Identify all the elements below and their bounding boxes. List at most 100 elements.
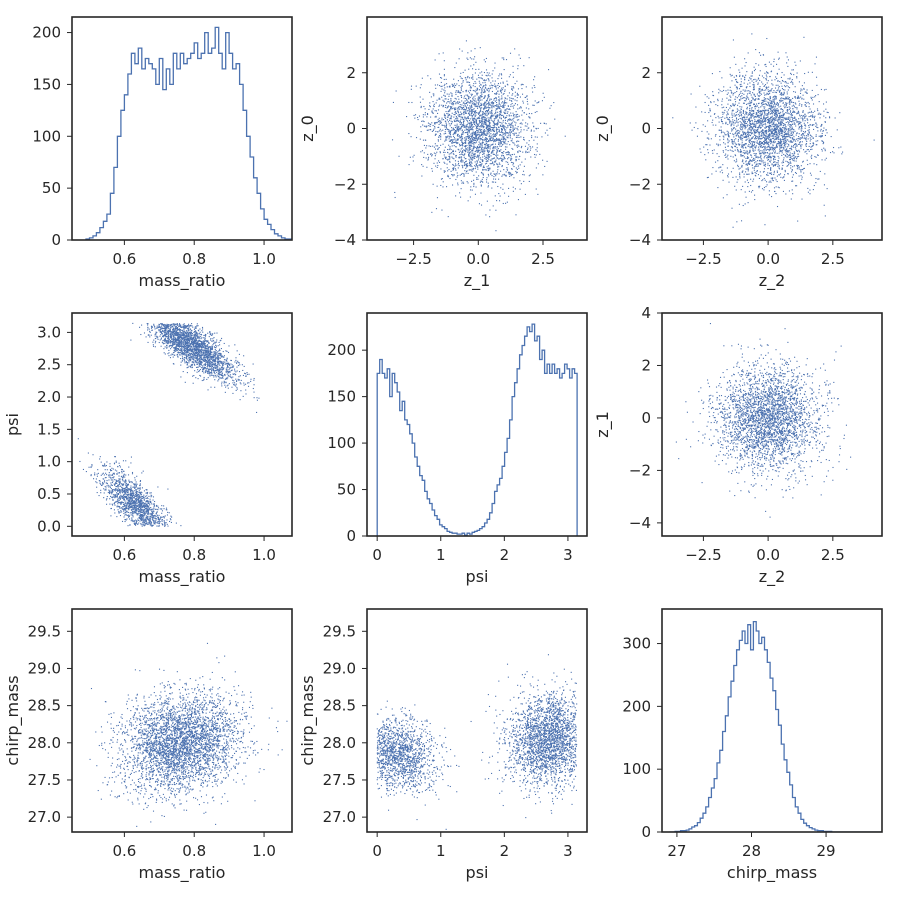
axes-frame: [71, 608, 293, 833]
axes-frame: [366, 312, 588, 537]
y-axis-label: psi: [3, 413, 22, 436]
y-tick-label: 28.5: [323, 697, 356, 715]
x-tick-label: 0.8: [182, 250, 206, 268]
x-axis-label: psi: [466, 863, 489, 882]
panel-p10: 0.6 0.8 1.0 0.0 0.5 1.0 1.5 2.0 2.5 3.0 mass_ratio…: [3, 312, 293, 587]
histogram-step-line: [85, 26, 292, 240]
y-tick-label: 300: [622, 635, 651, 653]
x-tick-label: 0.0: [466, 250, 490, 268]
y-tick-label: 4: [641, 304, 651, 322]
x-tick-label: 1.0: [252, 546, 276, 564]
x-tick-label: −2.5: [395, 250, 431, 268]
axes-frame: [71, 16, 293, 241]
x-tick-label: −2.5: [685, 546, 721, 564]
y-tick-label: 1.0: [37, 453, 61, 471]
x-tick-label: 28: [742, 842, 761, 860]
x-axis-label: mass_ratio: [139, 567, 226, 587]
y-tick-label: 100: [327, 434, 356, 452]
plot-area: [376, 654, 578, 830]
scatter-points-cluster-2: [77, 438, 182, 527]
scatter-points-cluster-1: [130, 322, 260, 413]
y-tick-label: 29.0: [28, 659, 61, 677]
y-tick-label: 3.0: [37, 323, 61, 341]
plot-area: [672, 33, 875, 228]
x-axis-label: mass_ratio: [139, 271, 226, 291]
y-tick-label: 29.5: [28, 622, 61, 640]
y-tick-label: 2.5: [37, 356, 61, 374]
x-tick-label: 0: [372, 546, 382, 564]
y-tick-label: 100: [32, 127, 61, 145]
x-axis-label: chirp_mass: [727, 863, 817, 883]
plot-area: [376, 323, 578, 536]
y-tick-label: 27.0: [28, 808, 61, 826]
x-axis-label: z_2: [759, 271, 786, 291]
x-tick-label: 2.5: [821, 250, 845, 268]
y-tick-label: −2: [629, 175, 651, 193]
y-tick-label: 0: [346, 527, 356, 545]
y-tick-label: 0: [641, 120, 651, 138]
scatter-points-cluster-1: [672, 33, 875, 228]
x-tick-label: 0.6: [112, 842, 136, 860]
y-tick-label: 0: [641, 823, 651, 841]
plot-area: [669, 620, 882, 832]
x-tick-label: 3: [563, 842, 573, 860]
y-tick-label: 150: [327, 388, 356, 406]
y-tick-label: −4: [629, 231, 651, 249]
x-tick-label: 0.8: [182, 842, 206, 860]
x-axis-label: z_1: [464, 271, 491, 291]
plot-area: [77, 322, 260, 527]
x-tick-label: 1.0: [252, 842, 276, 860]
x-tick-label: 2: [500, 546, 510, 564]
histogram-step-line: [376, 323, 578, 536]
y-tick-label: −4: [629, 514, 651, 532]
x-tick-label: 0.6: [112, 546, 136, 564]
y-axis-label: chirp_mass: [298, 675, 318, 765]
y-tick-label: −2: [334, 175, 356, 193]
panel-p02: −2.5 0.0 2.5 −4 −2 0 2 z_2 z_0: [593, 16, 883, 291]
x-tick-label: 1.0: [252, 250, 276, 268]
x-tick-label: 0.0: [756, 250, 780, 268]
y-tick-label: 200: [32, 24, 61, 42]
y-tick-label: 150: [32, 75, 61, 93]
x-tick-label: 3: [563, 546, 573, 564]
y-tick-label: 0: [641, 409, 651, 427]
plot-area: [72, 642, 288, 827]
y-tick-label: 2: [641, 64, 651, 82]
y-tick-label: 200: [327, 341, 356, 359]
x-axis-label: z_2: [759, 567, 786, 587]
x-tick-label: 0.0: [756, 546, 780, 564]
x-tick-label: 2: [500, 842, 510, 860]
scatter-points-cluster-1: [391, 17, 566, 232]
x-axis-label: psi: [466, 567, 489, 586]
x-tick-label: 1: [436, 546, 446, 564]
plot-area: [391, 17, 566, 232]
y-axis-label: z_0: [593, 115, 613, 142]
axes-frame: [366, 16, 588, 241]
y-tick-label: 2: [641, 356, 651, 374]
axes-frame: [366, 608, 588, 833]
y-tick-label: 28.0: [28, 734, 61, 752]
panel-p22: 27 28 29 0 100 200 300 chirp_mass: [622, 608, 883, 883]
y-tick-label: 28.5: [28, 697, 61, 715]
x-axis-label: mass_ratio: [139, 863, 226, 883]
y-tick-label: 50: [337, 481, 356, 499]
x-tick-label: 29: [817, 842, 836, 860]
y-tick-label: −2: [629, 461, 651, 479]
y-axis-label: z_0: [298, 115, 318, 142]
x-tick-label: 0: [372, 842, 382, 860]
panel-p12: −2.5 0.0 2.5 −4 −2 0 2 4 z_2 z_1: [593, 304, 883, 587]
y-tick-label: 50: [42, 179, 61, 197]
y-axis-label: chirp_mass: [3, 675, 23, 765]
panel-p11: 0 1 2 3 0 50 100 150 200 psi: [327, 312, 588, 586]
y-tick-label: 27.5: [323, 771, 356, 789]
y-tick-label: 0: [346, 120, 356, 138]
y-tick-label: 100: [622, 760, 651, 778]
x-tick-label: 27: [667, 842, 686, 860]
x-tick-label: 1: [436, 842, 446, 860]
plot-area: [675, 323, 852, 518]
axes-frame: [661, 608, 883, 833]
y-tick-label: 200: [622, 697, 651, 715]
y-tick-label: 2: [346, 64, 356, 82]
y-tick-label: 2.0: [37, 388, 61, 406]
